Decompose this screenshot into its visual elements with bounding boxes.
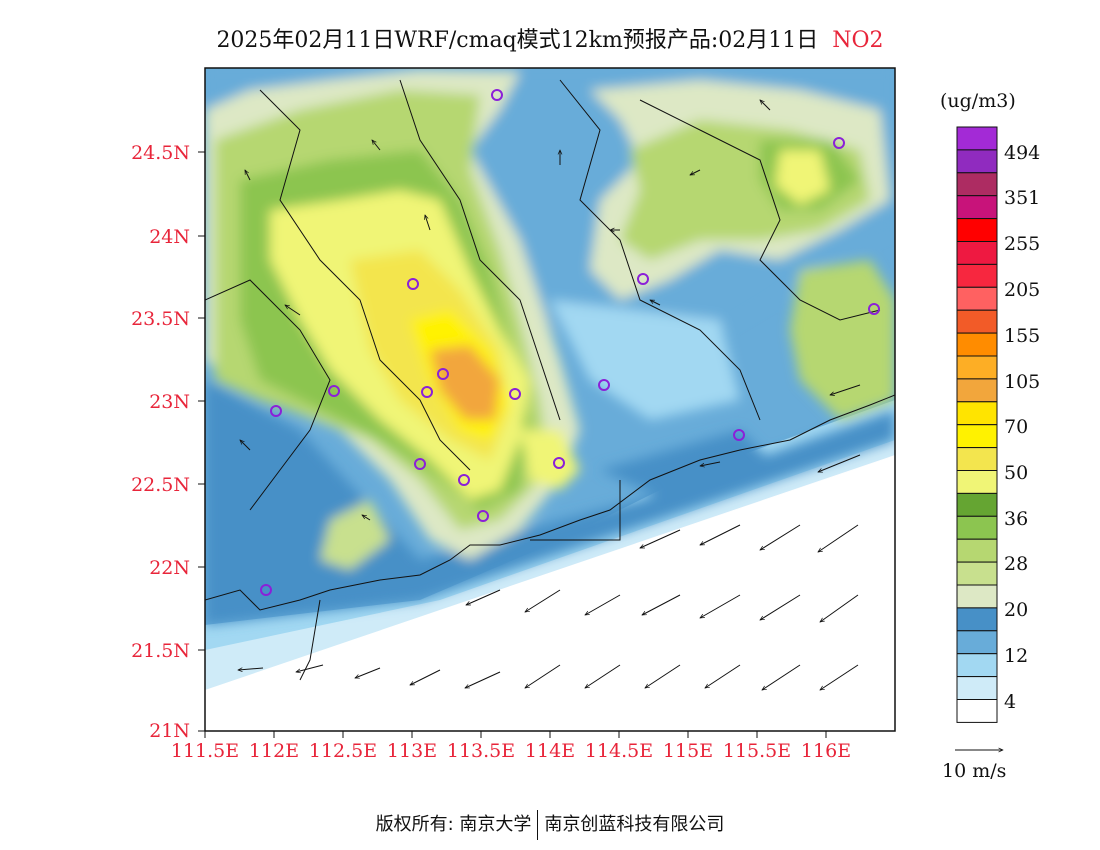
colorbar-swatch <box>956 401 998 426</box>
colorbar-swatch <box>956 263 998 288</box>
colorbar-label: 255 <box>1004 233 1041 255</box>
title-main: 2025年02月11日WRF/cmaq模式12km预报产品:02月11日 <box>216 28 819 53</box>
y-tick-label: 21N <box>149 720 190 742</box>
colorbar-label: 28 <box>1004 553 1029 575</box>
colorbar-label: 105 <box>1004 371 1041 393</box>
page-title: 2025年02月11日WRF/cmaq模式12km预报产品:02月11日 NO2 <box>0 22 1100 54</box>
colorbar-swatch <box>956 195 998 220</box>
footer: 版权所有: 南京大学 南京创蓝科技有限公司 <box>0 810 1100 840</box>
x-tick-label: 116E <box>800 740 852 762</box>
colorbar-label: 12 <box>1004 645 1029 667</box>
colorbar-swatch <box>956 653 998 678</box>
colorbar-label: 494 <box>1004 142 1041 164</box>
colorbar-label: 70 <box>1004 416 1029 438</box>
colorbar-swatch <box>956 607 998 632</box>
colorbar-label: 351 <box>1004 187 1041 209</box>
y-tick-label: 23N <box>149 391 190 413</box>
colorbar-swatch <box>956 241 998 265</box>
x-tick-label: 114.5E <box>584 740 654 762</box>
x-tick-label: 111.5E <box>170 740 240 762</box>
x-tick-label: 113.5E <box>446 740 516 762</box>
colorbar-swatch <box>956 699 998 723</box>
admin-boundaries <box>205 79 895 681</box>
y-tick-label: 21.5N <box>131 640 190 662</box>
colorbar-swatch <box>956 447 998 472</box>
colorbar-swatch <box>956 149 998 174</box>
colorbar-swatch <box>956 332 998 357</box>
colorbar-label: 205 <box>1004 279 1041 301</box>
station-markers <box>260 89 880 596</box>
colorbar-swatch <box>956 515 998 540</box>
colorbar-label: 20 <box>1004 599 1029 621</box>
colorbar-swatch <box>956 538 998 563</box>
x-tick-label: 114E <box>524 740 576 762</box>
colorbar-swatch <box>956 584 998 609</box>
concentration-field <box>205 68 895 731</box>
footer-separator <box>537 810 539 840</box>
colorbar-swatch <box>956 561 998 586</box>
colorbar-swatch <box>956 218 998 243</box>
x-tick-label: 112E <box>248 740 300 762</box>
colorbar-swatch <box>956 378 998 403</box>
x-tick-label: 112.5E <box>308 740 378 762</box>
y-tick-label: 24N <box>149 226 190 248</box>
axis-ticks <box>198 151 827 738</box>
y-tick-label: 23.5N <box>131 308 190 330</box>
colorbar-unit: (ug/m3) <box>940 90 1016 112</box>
y-tick-label: 22.5N <box>131 474 190 496</box>
wind-vectors <box>238 100 861 690</box>
colorbar-label: 4 <box>1004 691 1017 713</box>
colorbar-swatch <box>956 630 998 655</box>
colorbar-swatch <box>956 309 998 334</box>
y-tick-label: 22N <box>149 557 190 579</box>
company-text: 南京创蓝科技有限公司 <box>544 814 725 835</box>
colorbar <box>956 126 998 723</box>
x-tick-label: 113E <box>386 740 438 762</box>
x-tick-label: 115E <box>662 740 714 762</box>
colorbar-label: 50 <box>1004 462 1029 484</box>
colorbar-label: 155 <box>1004 325 1041 347</box>
title-species: NO2 <box>832 28 884 53</box>
colorbar-label: 36 <box>1004 508 1029 530</box>
colorbar-swatch <box>956 470 998 494</box>
colorbar-swatch <box>956 492 998 517</box>
colorbar-swatch <box>956 126 998 151</box>
wind-reference-label: 10 m/s <box>942 760 1007 782</box>
colorbar-swatch <box>956 172 998 197</box>
y-tick-label: 24.5N <box>131 142 190 164</box>
x-tick-label: 115.5E <box>722 740 792 762</box>
colorbar-swatch <box>956 676 998 700</box>
colorbar-swatch <box>956 355 998 380</box>
colorbar-swatch <box>956 286 998 311</box>
colorbar-swatch <box>956 424 998 449</box>
copyright-text: 版权所有: 南京大学 <box>375 814 532 835</box>
